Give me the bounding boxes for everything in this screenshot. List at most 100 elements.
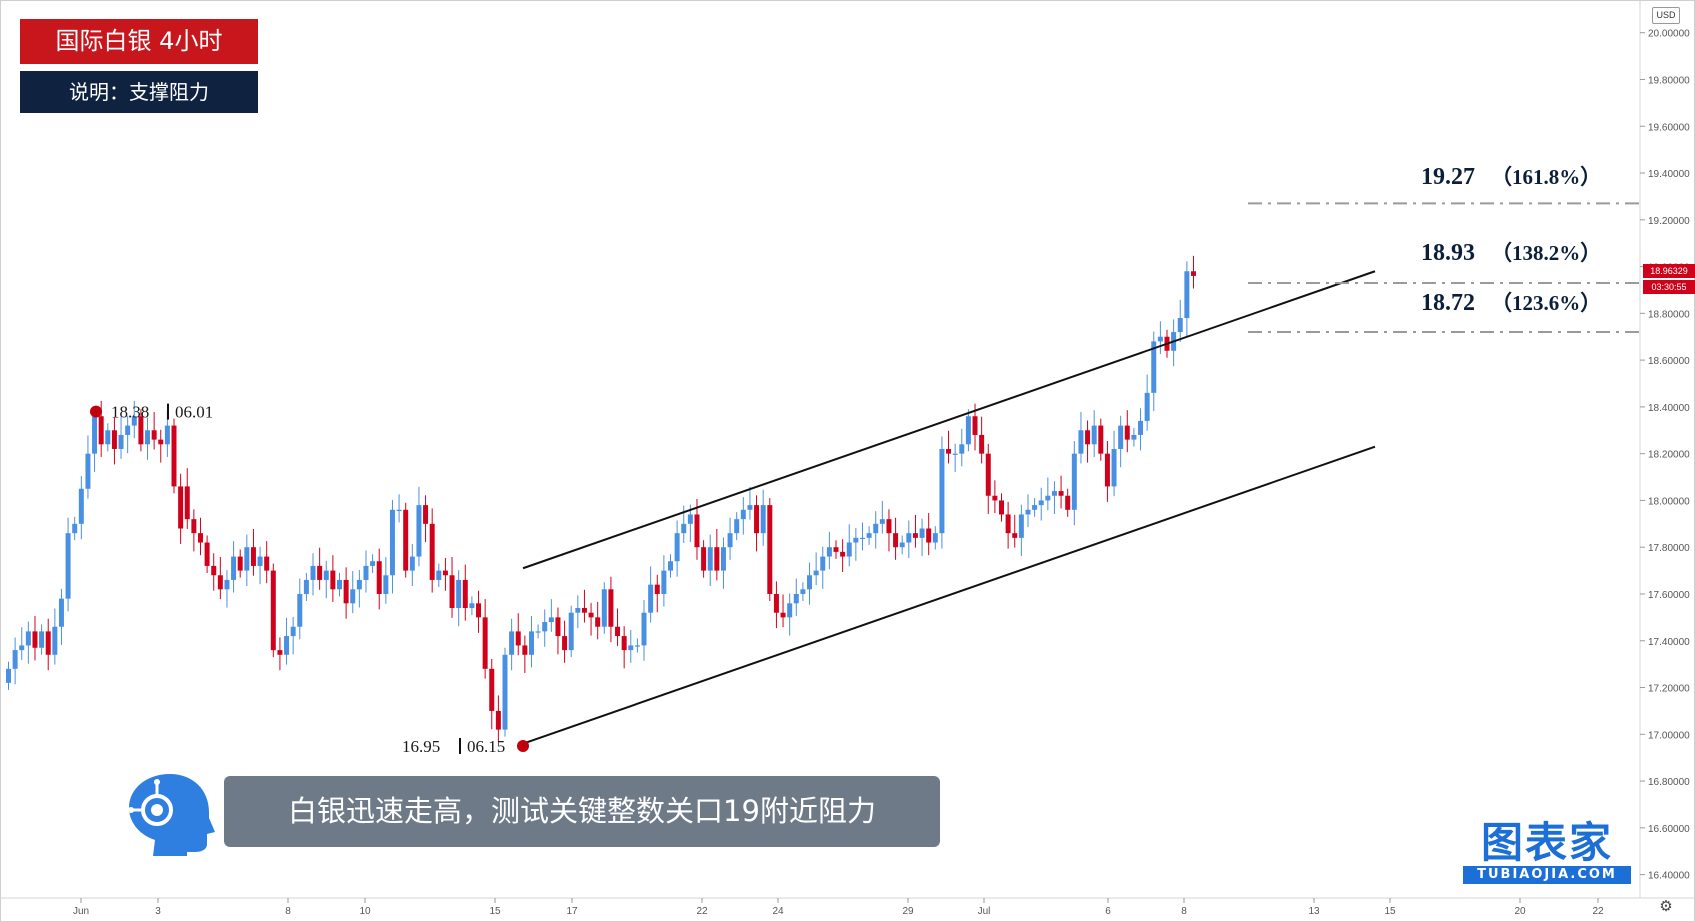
candle-body <box>1151 341 1157 393</box>
candle-body <box>237 556 243 571</box>
y-tick-label: 16.60000 <box>1648 824 1690 835</box>
candle-body <box>859 537 865 540</box>
candle-body <box>449 575 455 609</box>
candle-body <box>912 533 918 538</box>
currency-tag[interactable]: USD <box>1652 7 1680 24</box>
candle-body <box>231 556 237 580</box>
candle-body <box>1131 434 1137 440</box>
y-tick-label: 18.20000 <box>1648 450 1690 461</box>
candle-body <box>906 533 912 543</box>
candle-body <box>1005 514 1011 534</box>
channel-layer <box>522 270 1376 745</box>
candle-body <box>310 565 316 580</box>
candle-body <box>568 612 574 651</box>
y-tick-label: 19.40000 <box>1648 169 1690 180</box>
candle-body <box>92 416 98 454</box>
candle-body <box>509 631 515 655</box>
brand-logo: 图表家 TUBIAOJIA.COM <box>1463 820 1631 886</box>
fib-level-value: 18.72 <box>1421 290 1475 316</box>
candle-body <box>138 416 144 445</box>
candle-body <box>32 631 38 648</box>
candle-body <box>476 603 482 618</box>
brand-url: TUBIAOJIA.COM <box>1463 866 1631 884</box>
candle-body <box>25 631 31 646</box>
x-tick-label: 17 <box>566 906 578 917</box>
candle-body <box>701 547 707 571</box>
current-price-badge: 18.96329 <box>1643 264 1695 278</box>
candle-body <box>826 547 832 557</box>
candle-body <box>211 565 217 576</box>
candle-body <box>184 486 190 520</box>
candle-body <box>555 617 561 637</box>
candle-body <box>502 654 508 730</box>
candle-body <box>985 453 991 496</box>
x-tick-label: 20 <box>1514 906 1526 917</box>
candle-body <box>668 561 673 571</box>
candle-body <box>317 565 323 580</box>
candle-body <box>197 533 203 543</box>
candle-body <box>145 430 151 445</box>
candle-body <box>687 514 693 524</box>
chart-title: 国际白银 4小时 <box>20 19 258 64</box>
pivots-layer: 18.38 06.01 16.95 06.15 <box>90 403 529 756</box>
x-tick-label: 8 <box>285 906 291 917</box>
candle-body <box>595 617 601 627</box>
y-tick-label: 17.00000 <box>1648 730 1690 741</box>
candle-body <box>1184 271 1190 319</box>
candle-body <box>773 593 779 613</box>
candle-body <box>323 570 329 580</box>
candle-body <box>482 617 488 669</box>
candle-body <box>65 533 71 599</box>
candle-body <box>1157 336 1163 342</box>
candle-body <box>515 631 521 646</box>
candle-body <box>654 584 660 594</box>
fib-level-pct: （138.2%） <box>1491 241 1601 265</box>
candle-body <box>787 603 793 618</box>
candle-body <box>350 589 356 604</box>
candle-body <box>250 547 256 566</box>
candle-body <box>1138 420 1144 435</box>
candle-body <box>462 579 468 609</box>
candle-body <box>330 570 336 590</box>
x-tick-label: 13 <box>1308 906 1320 917</box>
candle-body <box>608 589 614 627</box>
candle-body <box>178 486 184 529</box>
candle-body <box>19 645 25 651</box>
candle-body <box>992 495 998 501</box>
x-tick-label: 6 <box>1105 906 1111 917</box>
candle-body <box>158 439 164 445</box>
candle-body <box>171 425 177 487</box>
candle-body <box>376 561 382 594</box>
candle-body <box>873 523 879 534</box>
candle-body <box>264 556 270 571</box>
candle-body <box>581 608 587 613</box>
candle-body <box>1051 491 1057 496</box>
x-tick-label: 10 <box>359 906 371 917</box>
candle-body <box>118 434 124 449</box>
candle-body <box>621 636 627 651</box>
candle-body <box>899 542 905 548</box>
candle-body <box>707 547 713 571</box>
candle-body <box>886 519 892 534</box>
candle-body <box>1018 514 1024 538</box>
candle-body <box>562 636 568 651</box>
y-tick-label: 16.40000 <box>1648 871 1690 882</box>
gear-icon[interactable]: ⚙ <box>1659 897 1673 915</box>
candle-body <box>548 617 554 623</box>
candle-body <box>807 575 813 590</box>
candle-body <box>1012 533 1018 538</box>
pivot-high-date: 06.01 <box>175 403 213 422</box>
x-tick-label: Jun <box>73 906 89 917</box>
candle-body <box>257 556 263 566</box>
candle-body <box>535 631 541 633</box>
candle-body <box>767 505 773 594</box>
candle-body <box>674 533 680 562</box>
y-tick-label: 18.40000 <box>1648 403 1690 414</box>
candle-body <box>714 547 720 571</box>
channel-upper-line <box>522 270 1376 570</box>
pivot-high-price: 18.38 <box>111 403 149 422</box>
candle-body <box>337 579 342 590</box>
candle-body <box>6 668 11 683</box>
